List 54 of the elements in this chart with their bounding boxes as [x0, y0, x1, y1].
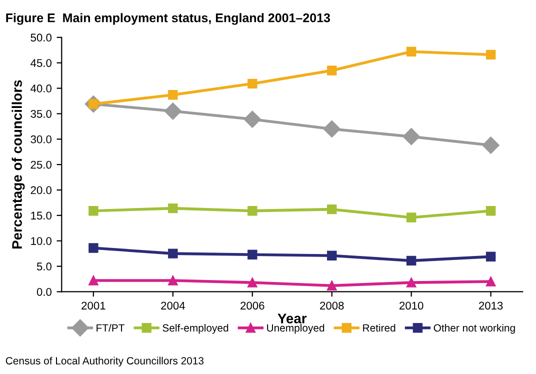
y-tick-label: 25.0 — [30, 160, 52, 169]
x-tick-label: 2001 — [82, 302, 106, 310]
x-axis-title: Year — [278, 314, 307, 324]
point — [248, 250, 258, 260]
y-tick-label: 10.0 — [31, 237, 52, 245]
point — [326, 66, 337, 76]
point — [248, 206, 258, 216]
x-tick-label: 2006 — [240, 302, 264, 310]
point — [248, 278, 258, 288]
x-tick-label: 2004 — [161, 302, 185, 310]
point — [88, 243, 98, 253]
legend-label: FT/PT — [96, 324, 124, 332]
point — [168, 276, 178, 286]
point — [326, 204, 337, 214]
y-tick-label: 50.0 — [30, 34, 52, 42]
chart-title: Figure E Main employment status, England 2001–2013 — [6, 13, 330, 25]
y-tick-label: 20.0 — [30, 186, 52, 194]
y-tick-label: 45.0 — [30, 59, 52, 67]
point — [406, 46, 416, 57]
point — [88, 276, 98, 286]
text: Census of Local Authority Councillors 2013 — [6, 356, 204, 367]
point — [88, 206, 98, 216]
point — [486, 252, 496, 262]
legend-label: Other not working — [434, 324, 515, 334]
legend-label: Unemployed — [267, 324, 324, 334]
point — [244, 110, 261, 128]
point — [326, 250, 337, 260]
point — [326, 280, 337, 290]
point — [402, 128, 420, 146]
point — [482, 136, 500, 154]
point — [168, 203, 178, 214]
point — [406, 212, 416, 222]
y-tick-label: 35.0 — [30, 110, 52, 118]
y-tick-label: 15.0 — [31, 212, 52, 220]
y-tick-label: 5.0 — [36, 262, 52, 270]
y-axis-title: Percentage of councillors — [12, 80, 25, 249]
point — [248, 78, 258, 89]
x-tick-label: 2010 — [400, 302, 424, 310]
point — [406, 278, 416, 288]
y-tick-label: 40.0 — [30, 84, 52, 92]
legend-label: Retired — [363, 324, 396, 332]
point — [486, 206, 496, 216]
point — [486, 50, 496, 60]
point — [164, 102, 182, 120]
point — [323, 120, 340, 138]
point — [486, 276, 496, 286]
y-tick-label: 30.0 — [30, 135, 52, 144]
point — [406, 256, 416, 266]
x-tick-label: 2008 — [320, 302, 344, 310]
point — [168, 90, 178, 100]
legend-label: Self-employed — [162, 324, 228, 334]
point — [168, 248, 178, 258]
y-tick-label: 0.0 — [36, 288, 52, 296]
x-tick-label: 2013 — [479, 302, 503, 310]
